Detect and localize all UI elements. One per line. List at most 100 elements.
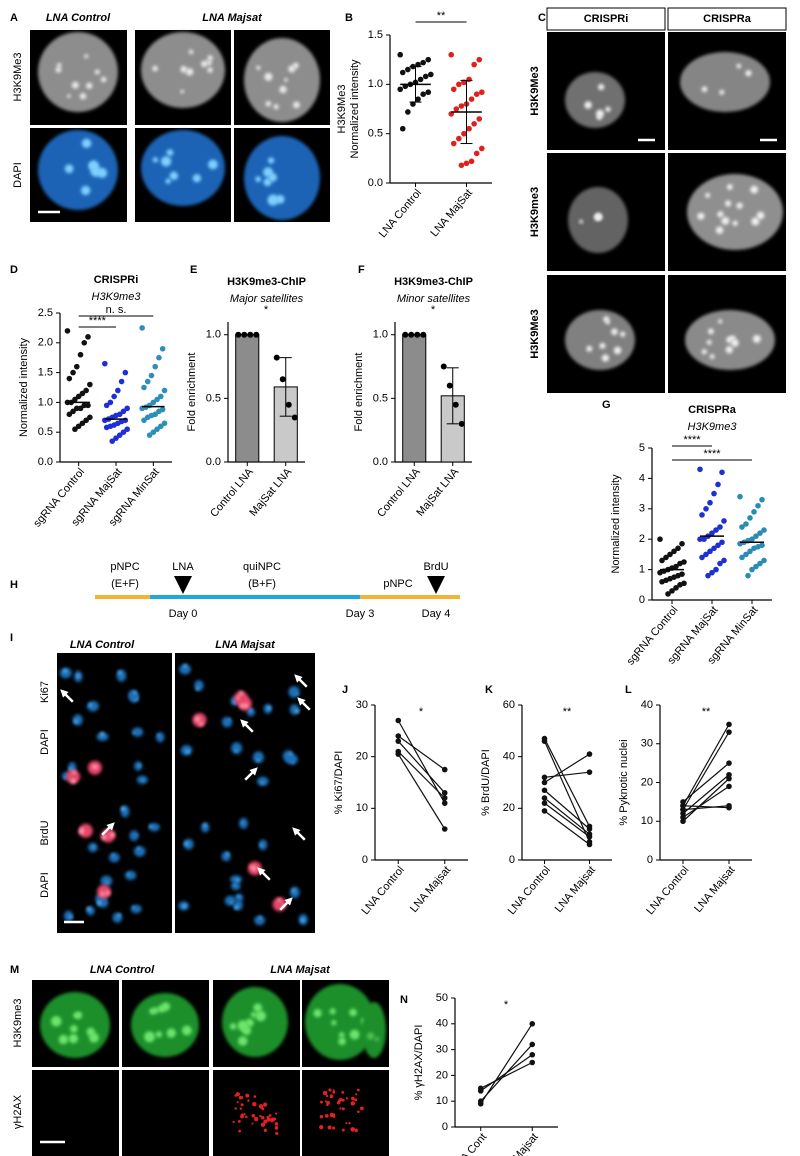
significance-label: * (504, 999, 509, 1011)
y-tick-label: 3 (639, 503, 645, 515)
chromocenter (717, 211, 724, 218)
day: Day 4 (422, 608, 451, 620)
foci (275, 1112, 278, 1115)
column-title: LNA Control (46, 12, 111, 24)
data-point (726, 783, 732, 790)
y-tick-label: 20 (641, 776, 653, 788)
data-point (72, 396, 78, 403)
row-label: H3K9Me3 (529, 66, 541, 116)
paired-line (682, 785, 730, 818)
data-point (395, 738, 402, 744)
foci (232, 1120, 235, 1124)
chromocenter (732, 220, 738, 226)
panel-letter: I (10, 632, 13, 644)
chromocenter (275, 194, 285, 204)
data-point (446, 382, 453, 389)
data-point (120, 429, 127, 436)
chart-title: H3K9me3-ChIP (394, 276, 473, 288)
data-point (141, 417, 147, 424)
chromocenter (366, 1032, 375, 1040)
timepoint-marker (174, 576, 192, 594)
data-point (479, 145, 485, 152)
chromocenter (136, 834, 139, 837)
nucleus (239, 817, 248, 829)
nucleus (230, 875, 242, 884)
data-point (111, 393, 117, 400)
data-point (726, 775, 732, 782)
chromocenter (152, 65, 158, 72)
data-point (699, 512, 705, 518)
chromocenter (374, 1037, 380, 1042)
nucleus (256, 776, 269, 786)
data-point (586, 769, 593, 775)
chromocenter (296, 693, 299, 696)
y-tick-label: 0.5 (373, 392, 388, 404)
chromocenter (239, 691, 244, 696)
chromocenter (725, 345, 733, 354)
chart-title: H3K9me3-ChIP (227, 276, 306, 288)
data-point (761, 557, 767, 564)
data-point (64, 399, 71, 406)
chromocenter (181, 1025, 192, 1036)
x-tick-label: LNA Majsat (495, 1131, 540, 1156)
data-point (102, 417, 108, 424)
y-tick-label: 0.0 (206, 456, 221, 468)
data-point (75, 423, 82, 430)
arrow-head (284, 897, 293, 906)
data-point (707, 499, 713, 506)
data-point (81, 402, 88, 409)
data-point (477, 1085, 484, 1092)
chromocenter (50, 1016, 62, 1027)
y-tick-label: 30 (436, 1044, 448, 1056)
significance-label: * (431, 304, 436, 316)
chromocenter (166, 1028, 176, 1038)
column-title: LNA Majsat (215, 639, 276, 651)
data-point (673, 585, 679, 591)
foci (253, 1095, 257, 1098)
nucleus (224, 895, 236, 906)
chromocenter (709, 354, 715, 360)
foci (350, 1127, 355, 1132)
data-point (541, 779, 548, 786)
data-point (680, 818, 686, 825)
data-point (148, 372, 155, 379)
paired-line (397, 740, 446, 794)
chromocenter (207, 55, 213, 61)
y-axis-label: Fold enrichment (186, 353, 198, 432)
data-point (699, 554, 705, 561)
y-tick-label: 0.0 (38, 456, 53, 468)
data-point (541, 808, 548, 814)
nucleus (282, 750, 294, 762)
panel-letter: A (10, 12, 18, 24)
data-point (415, 96, 421, 102)
data-point (747, 548, 753, 555)
row-label: γH2AX (12, 1094, 24, 1129)
y-tick-label: 10 (641, 815, 653, 827)
data-point (150, 429, 157, 436)
nucleus (63, 910, 74, 922)
row-label: DAPI (39, 729, 51, 755)
data-point (410, 101, 416, 107)
data-point (83, 387, 89, 394)
data-point (761, 527, 767, 533)
data-point (541, 738, 548, 744)
y-tick-label: 30 (356, 699, 368, 711)
chromocenter (81, 138, 92, 149)
foci (261, 1107, 265, 1111)
chromocenter (267, 194, 279, 206)
paired-line (682, 762, 730, 803)
nucleus (305, 984, 375, 1060)
data-point (441, 790, 448, 796)
data-point (473, 150, 480, 157)
medium: (B+F) (248, 578, 276, 590)
data-point (466, 125, 472, 132)
paired-line (544, 789, 590, 830)
foci (263, 1119, 268, 1124)
data-point (749, 566, 755, 573)
paired-line (397, 753, 446, 830)
data-point (586, 833, 593, 840)
chromocenter (71, 81, 79, 89)
foci (348, 1121, 351, 1125)
data-point (144, 414, 151, 421)
